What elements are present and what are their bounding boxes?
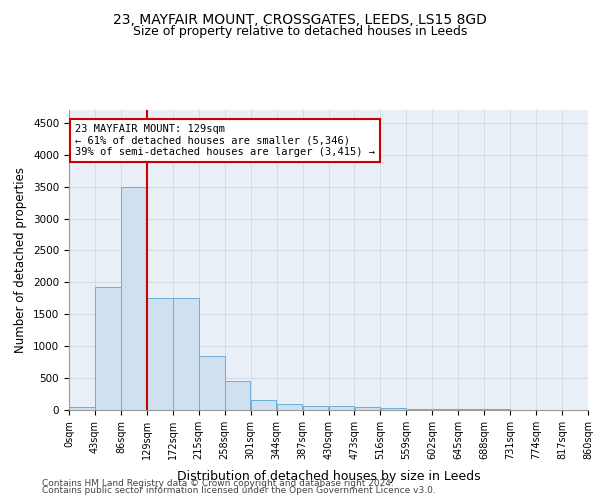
Bar — [277, 404, 302, 410]
Bar — [329, 406, 354, 410]
X-axis label: Distribution of detached houses by size in Leeds: Distribution of detached houses by size … — [176, 470, 481, 483]
Bar — [355, 407, 380, 410]
Bar — [380, 408, 406, 410]
Text: 23, MAYFAIR MOUNT, CROSSGATES, LEEDS, LS15 8GD: 23, MAYFAIR MOUNT, CROSSGATES, LEEDS, LS… — [113, 12, 487, 26]
Bar — [121, 186, 146, 410]
Bar — [199, 356, 224, 410]
Bar — [433, 409, 458, 410]
Text: Size of property relative to detached houses in Leeds: Size of property relative to detached ho… — [133, 25, 467, 38]
Bar — [251, 400, 277, 410]
Text: 23 MAYFAIR MOUNT: 129sqm
← 61% of detached houses are smaller (5,346)
39% of sem: 23 MAYFAIR MOUNT: 129sqm ← 61% of detach… — [75, 124, 375, 157]
Bar — [147, 298, 173, 410]
Text: Contains HM Land Registry data © Crown copyright and database right 2024.: Contains HM Land Registry data © Crown c… — [42, 478, 394, 488]
Bar — [225, 380, 250, 410]
Bar — [407, 408, 432, 410]
Text: Contains public sector information licensed under the Open Government Licence v3: Contains public sector information licen… — [42, 486, 436, 495]
Bar — [69, 407, 95, 410]
Bar — [303, 406, 328, 410]
Bar — [95, 288, 121, 410]
Bar — [173, 298, 199, 410]
Y-axis label: Number of detached properties: Number of detached properties — [14, 167, 28, 353]
